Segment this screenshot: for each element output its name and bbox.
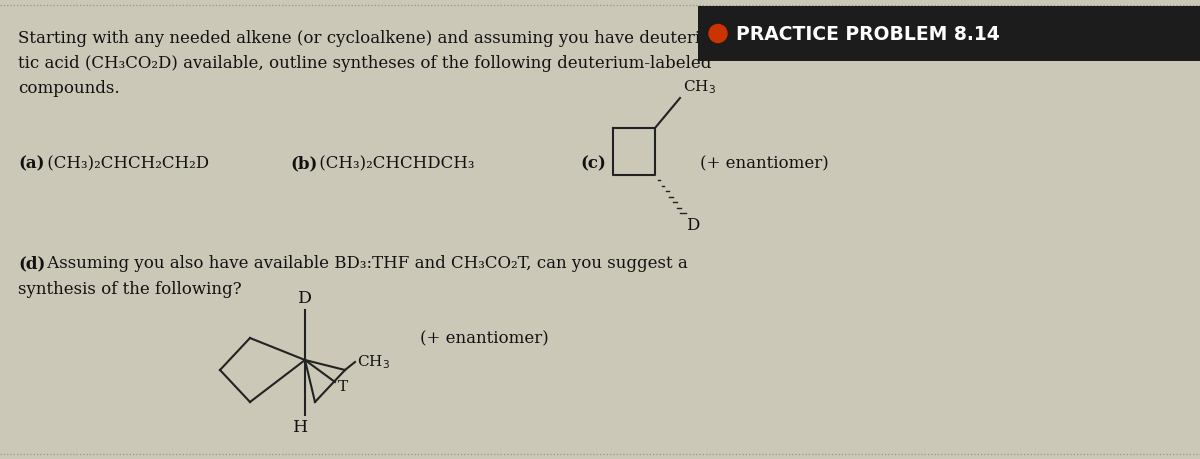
Text: H: H — [293, 419, 308, 436]
Text: Assuming you also have available BD₃:THF and CH₃CO₂T, can you suggest a: Assuming you also have available BD₃:THF… — [42, 255, 688, 272]
Text: (+ enantiomer): (+ enantiomer) — [700, 155, 829, 172]
Text: tic acid (CH₃CO₂D) available, outline syntheses of the following deuterium-label: tic acid (CH₃CO₂D) available, outline sy… — [18, 55, 712, 72]
Text: PRACTICE PROBLEM 8.14: PRACTICE PROBLEM 8.14 — [736, 25, 1000, 44]
Bar — [698, 6, 1200, 61]
Text: (c): (c) — [580, 155, 606, 172]
Text: (b): (b) — [290, 155, 317, 172]
Circle shape — [709, 24, 727, 43]
Text: T: T — [338, 380, 348, 394]
Text: CH$_3$: CH$_3$ — [358, 353, 390, 371]
Text: (CH₃)₂CHCH₂CH₂D: (CH₃)₂CHCH₂CH₂D — [42, 155, 209, 172]
Text: D: D — [686, 217, 700, 234]
Text: (d): (d) — [18, 255, 46, 272]
Text: (a): (a) — [18, 155, 44, 172]
Text: D: D — [298, 290, 312, 307]
Text: synthesis of the following?: synthesis of the following? — [18, 281, 241, 298]
Text: compounds.: compounds. — [18, 80, 120, 97]
Text: CH$_3$: CH$_3$ — [683, 78, 716, 96]
Text: (+ enantiomer): (+ enantiomer) — [420, 330, 548, 347]
Text: (CH₃)₂CHCHDCH₃: (CH₃)₂CHCHDCH₃ — [314, 155, 474, 172]
Text: Starting with any needed alkene (or cycloalkene) and assuming you have deuterioa: Starting with any needed alkene (or cycl… — [18, 30, 745, 47]
